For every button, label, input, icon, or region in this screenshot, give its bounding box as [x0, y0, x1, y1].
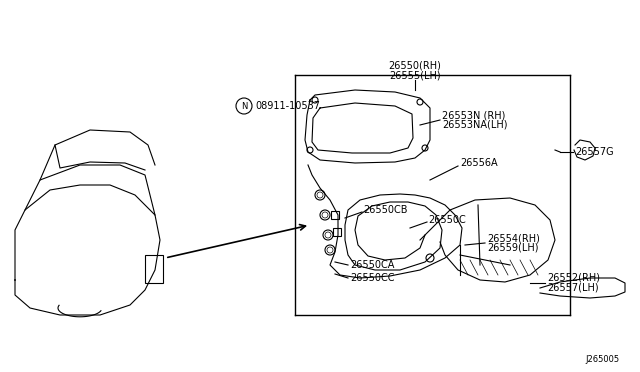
Text: 08911-10537: 08911-10537: [255, 101, 320, 111]
Text: 26556A: 26556A: [460, 158, 498, 168]
Text: 26557G: 26557G: [575, 147, 614, 157]
Text: 26553N (RH): 26553N (RH): [442, 110, 506, 120]
Text: 26550C: 26550C: [428, 215, 466, 225]
Text: N: N: [241, 102, 247, 110]
Text: 26550CA: 26550CA: [350, 260, 394, 270]
Text: 26553NA(LH): 26553NA(LH): [442, 119, 508, 129]
Text: 26552(RH): 26552(RH): [547, 273, 600, 283]
Text: 26550CC: 26550CC: [350, 273, 394, 283]
Text: 26559(LH): 26559(LH): [487, 242, 538, 252]
Text: 26554(RH): 26554(RH): [487, 233, 540, 243]
Text: 26550CB: 26550CB: [363, 205, 408, 215]
Text: 26555(LH): 26555(LH): [389, 70, 441, 80]
Text: J265005: J265005: [585, 356, 619, 365]
Text: 26550(RH): 26550(RH): [388, 60, 442, 70]
Text: 26557(LH): 26557(LH): [547, 282, 598, 292]
